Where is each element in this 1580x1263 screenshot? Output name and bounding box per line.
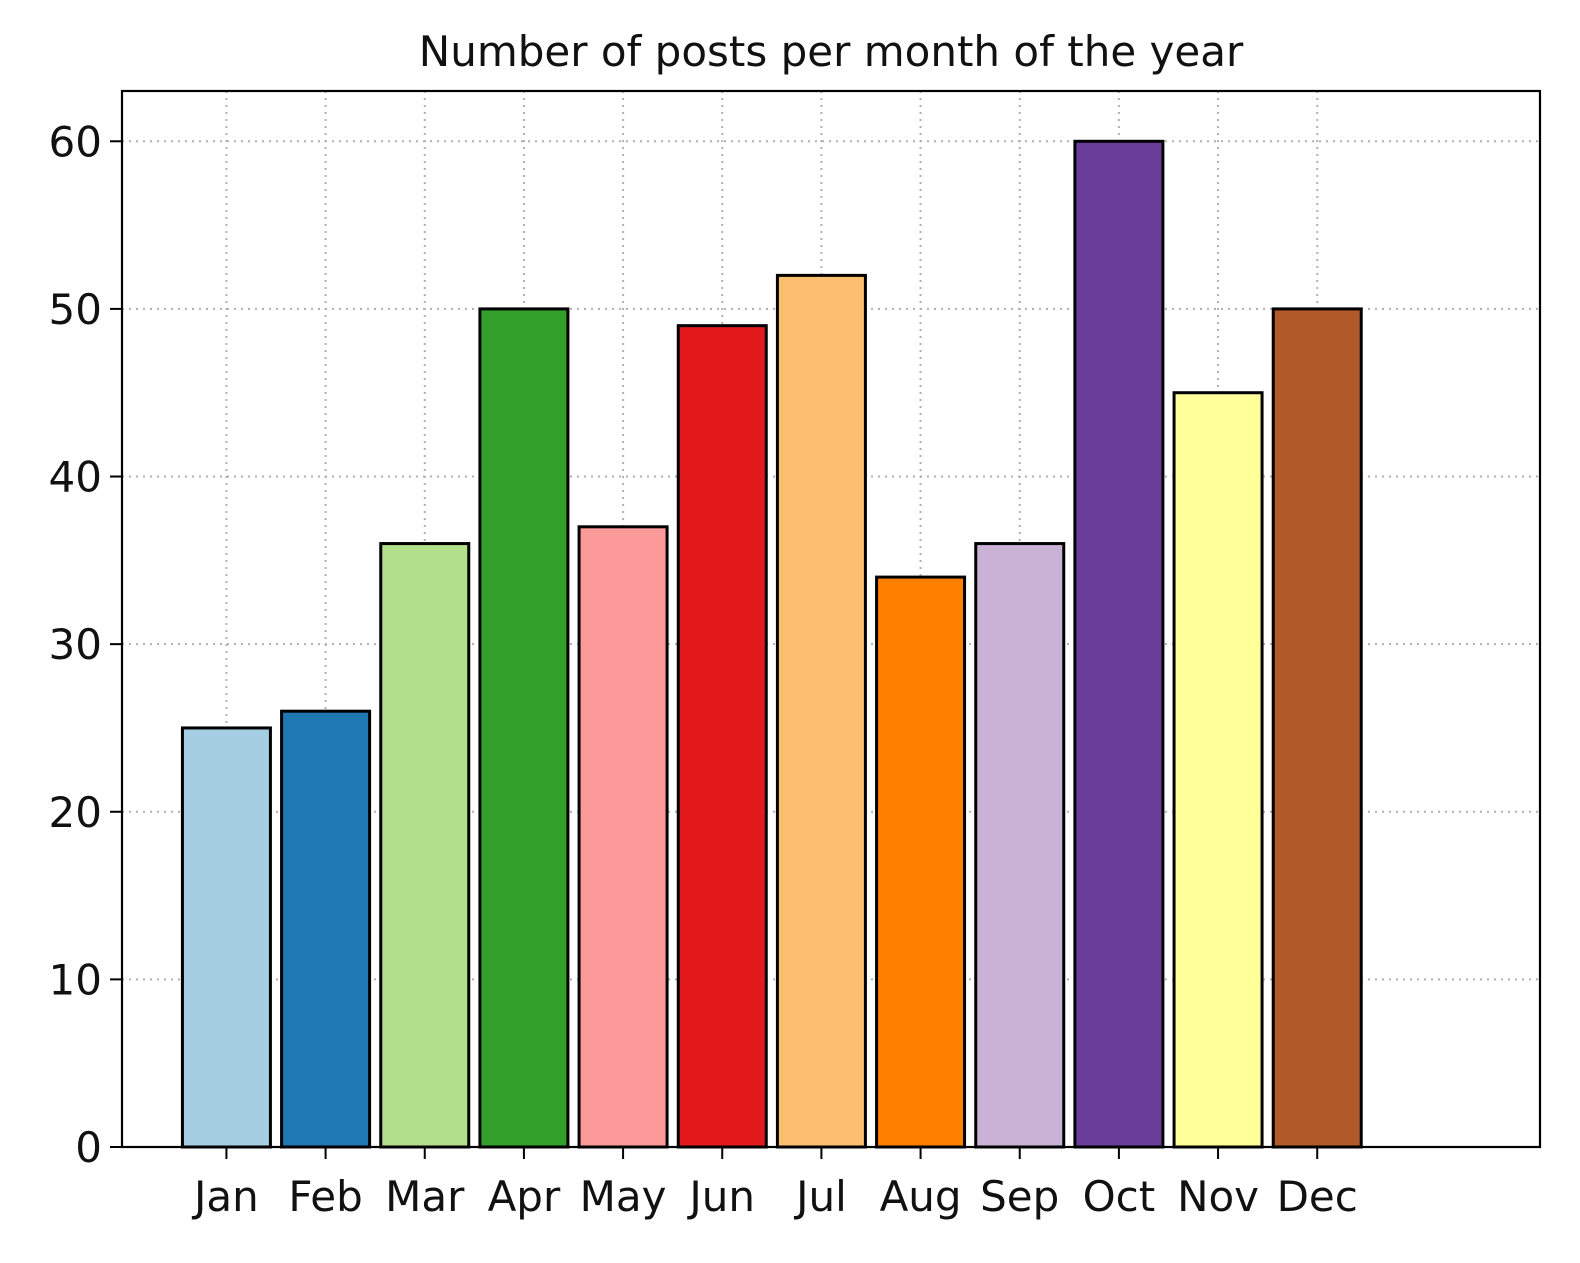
x-tick-label: Aug	[880, 1172, 962, 1221]
y-tick-label: 60	[49, 117, 102, 166]
y-tick-label: 40	[49, 453, 102, 502]
axis-ticks: 0 10 20 30 40 50 60 Jan Feb Mar Apr May Jun Jul Aug Sep…	[49, 117, 1358, 1221]
bar-apr	[478, 307, 570, 1149]
x-tick-label: May	[580, 1172, 667, 1221]
bar-may	[577, 525, 669, 1149]
x-tick-label: Jan	[191, 1172, 259, 1221]
bar-jun	[676, 324, 768, 1149]
bar-feb	[280, 709, 372, 1149]
x-tick-label: Jul	[793, 1172, 847, 1221]
bar-aug	[875, 575, 967, 1149]
chart-title: Number of posts per month of the year	[419, 27, 1244, 76]
y-tick-label: 10	[49, 955, 102, 1004]
y-tick-label: 0	[75, 1123, 102, 1172]
x-tick-label: Oct	[1083, 1172, 1156, 1221]
bar-jul	[775, 273, 867, 1149]
bar-dec	[1271, 307, 1363, 1149]
x-tick-label: Mar	[385, 1172, 465, 1221]
x-tick-label: Apr	[488, 1172, 561, 1221]
y-tick-label: 30	[49, 620, 102, 669]
bar-sep	[974, 542, 1066, 1149]
x-tick-label: Dec	[1277, 1172, 1358, 1221]
x-tick-label: Sep	[980, 1172, 1059, 1221]
plot-frame	[120, 89, 1542, 1149]
bar-oct	[1073, 139, 1165, 1149]
bar-mar	[379, 542, 471, 1149]
x-tick-label: Jun	[686, 1172, 755, 1221]
bars	[180, 139, 1363, 1149]
y-tick-label: 20	[49, 788, 102, 837]
x-tick-label: Nov	[1177, 1172, 1259, 1221]
bar-nov	[1172, 391, 1264, 1149]
x-tick-label: Feb	[288, 1172, 362, 1221]
bar-jan	[180, 726, 272, 1149]
y-tick-label: 50	[49, 285, 102, 334]
